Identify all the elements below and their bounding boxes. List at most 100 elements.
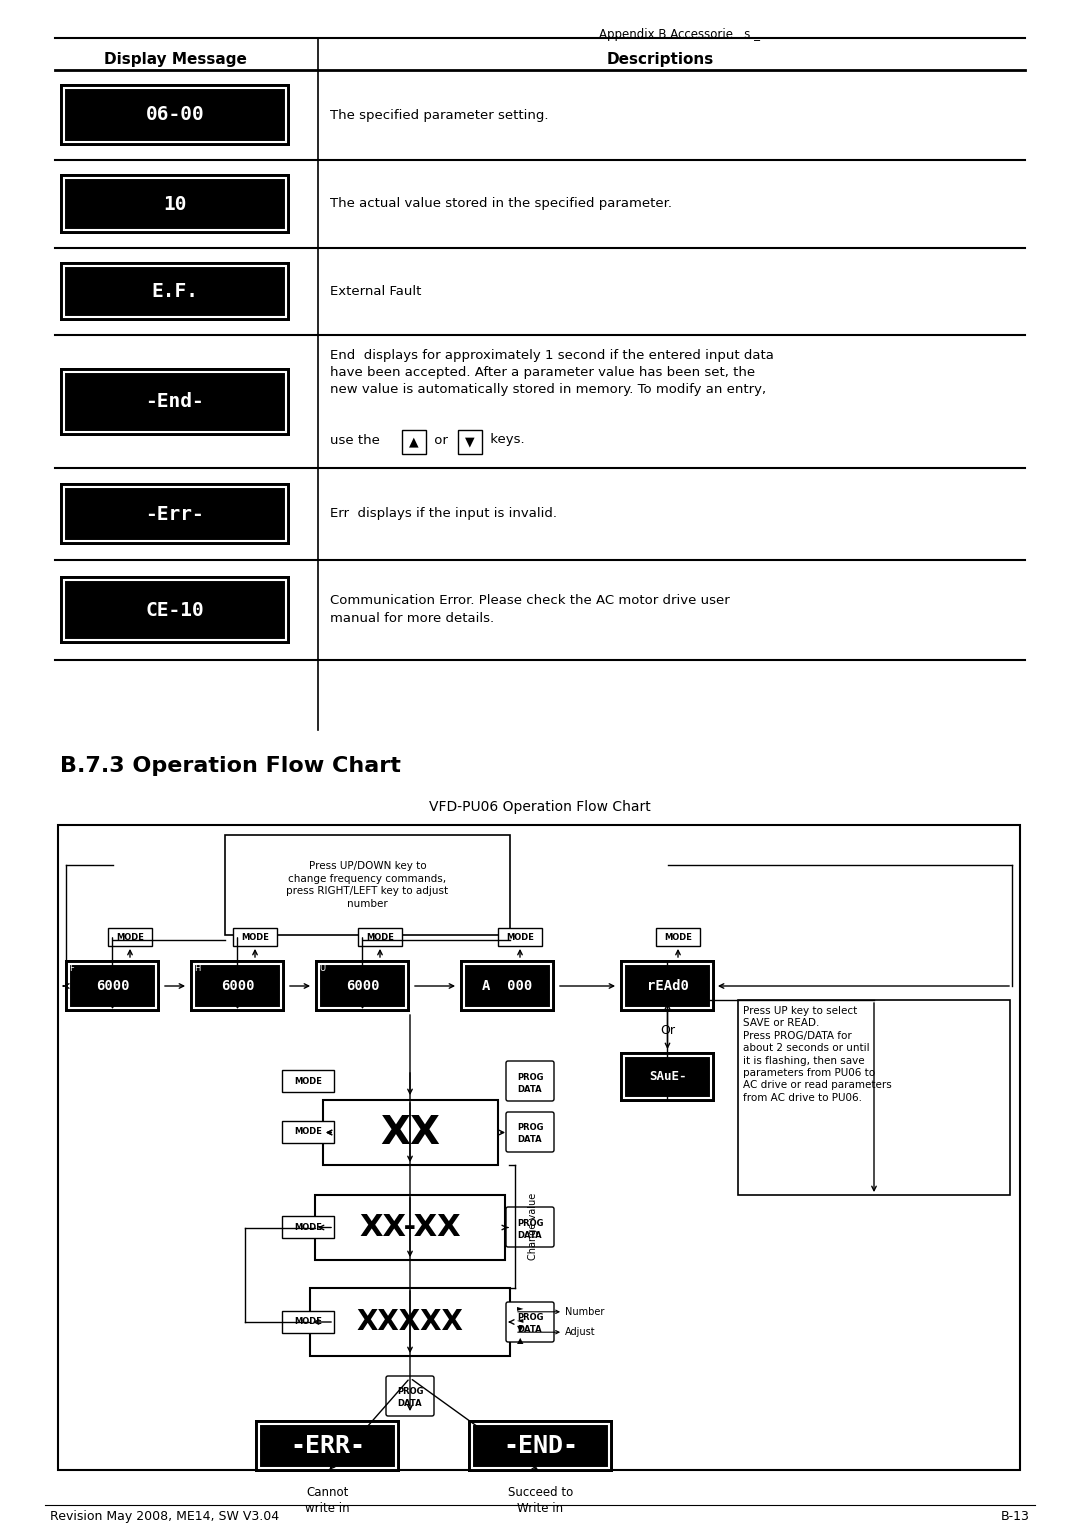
Text: -Err-: -Err- [146,505,204,523]
Text: MODE: MODE [116,933,144,942]
Text: MODE: MODE [294,1318,322,1327]
Text: DATA: DATA [397,1399,422,1408]
Bar [458,430,482,454]
Text: Err  displays if the input is invalid.: Err displays if the input is invalid. [330,508,557,520]
Bar [64,89,286,141]
Bar [282,1312,334,1333]
Text: 6000: 6000 [96,979,130,992]
Text: DATA: DATA [517,1085,542,1094]
Text: Revision May 2008, ME14, SW V3.04: Revision May 2008, ME14, SW V3.04 [50,1509,279,1523]
Text: 10: 10 [163,195,187,213]
Text: -End-: -End- [146,393,204,411]
Text: PROG: PROG [516,1123,543,1132]
Bar [620,960,715,1012]
Bar [498,928,542,946]
Text: CE-10: CE-10 [146,600,204,620]
Bar [464,963,551,1008]
Bar [310,1289,510,1356]
Text: XX: XX [380,1114,440,1152]
Text: Number: Number [565,1307,605,1316]
Bar [60,262,291,321]
Bar [60,84,291,146]
Bar [468,1420,613,1473]
Text: VFD-PU06 Operation Flow Chart: VFD-PU06 Operation Flow Chart [429,801,651,815]
Text: A  000: A 000 [483,979,532,992]
Bar [315,1195,505,1259]
Text: DATA: DATA [517,1325,542,1335]
Text: use the: use the [330,434,384,446]
Bar [64,178,286,230]
Bar [194,963,281,1008]
Bar [656,928,700,946]
Text: XXXXX: XXXXX [356,1309,463,1336]
Text: write in: write in [306,1502,350,1516]
Text: Appendix B Accessorie   s _: Appendix B Accessorie s _ [599,28,760,41]
Bar [319,963,406,1008]
Text: MODE: MODE [294,1077,322,1086]
FancyBboxPatch shape [507,1207,554,1247]
Text: DATA: DATA [517,1230,542,1239]
Text: E.F.: E.F. [151,282,199,301]
Text: SAuE-: SAuE- [649,1071,686,1083]
Bar [315,960,410,1012]
Text: Press UP key to select
SAVE or READ.
Press PROG/DATA for
about 2 seconds or unti: Press UP key to select SAVE or READ. Pre… [743,1006,892,1103]
Text: MODE: MODE [294,1127,322,1137]
Text: ▲: ▲ [409,436,419,448]
Bar [357,928,402,946]
Text: ▼: ▼ [517,1324,524,1333]
Bar [65,960,160,1012]
Text: -ERR-: -ERR- [291,1434,365,1457]
Bar [60,173,291,233]
Bar [472,1424,609,1468]
Text: Descriptions: Descriptions [606,52,714,67]
Text: The actual value stored in the specified parameter.: The actual value stored in the specified… [330,198,672,210]
Text: 6000: 6000 [220,979,254,992]
Text: PROG: PROG [516,1218,543,1227]
Bar [60,368,291,436]
Bar [190,960,285,1012]
Text: F: F [69,963,73,973]
Text: -END-: -END- [503,1434,578,1457]
Bar [60,483,291,545]
Text: 6000: 6000 [346,979,379,992]
Text: Write in: Write in [517,1502,564,1516]
Text: DATA: DATA [517,1135,542,1144]
Text: ▼: ▼ [465,436,475,448]
Text: ◄: ◄ [517,1315,524,1324]
Text: Or: Or [660,1023,675,1037]
Text: Cannot: Cannot [307,1486,349,1499]
Text: PROG: PROG [516,1072,543,1081]
Bar [259,1424,396,1468]
Bar [108,928,152,946]
Bar [460,960,555,1012]
Text: 06-00: 06-00 [146,106,204,124]
Text: MODE: MODE [294,1223,322,1232]
Text: B-13: B-13 [1001,1509,1030,1523]
Bar [282,1216,334,1238]
Text: Succeed to: Succeed to [508,1486,573,1499]
Text: Display Message: Display Message [104,52,246,67]
Text: H: H [194,963,201,973]
Text: XX-XX: XX-XX [360,1213,461,1243]
Text: External Fault: External Fault [330,285,421,298]
Bar [69,963,156,1008]
FancyBboxPatch shape [507,1302,554,1342]
Text: rEAd0: rEAd0 [647,979,688,992]
Text: Change value: Change value [528,1193,538,1259]
Text: MODE: MODE [366,933,394,942]
FancyBboxPatch shape [507,1062,554,1101]
Text: MODE: MODE [507,933,534,942]
FancyBboxPatch shape [507,1112,554,1152]
Text: MODE: MODE [664,933,692,942]
Text: U: U [319,963,325,973]
Bar [624,963,711,1008]
Bar [64,580,286,640]
Bar [64,371,286,431]
Text: Communication Error. Please check the AC motor drive user
manual for more detail: Communication Error. Please check the AC… [330,595,730,626]
Text: PROG: PROG [396,1387,423,1396]
Bar [624,1055,711,1098]
Bar [620,1052,715,1101]
Bar [64,265,286,318]
Text: End  displays for approximately 1 second if the entered input data
have been acc: End displays for approximately 1 second … [330,350,774,396]
Bar [738,1000,1010,1195]
